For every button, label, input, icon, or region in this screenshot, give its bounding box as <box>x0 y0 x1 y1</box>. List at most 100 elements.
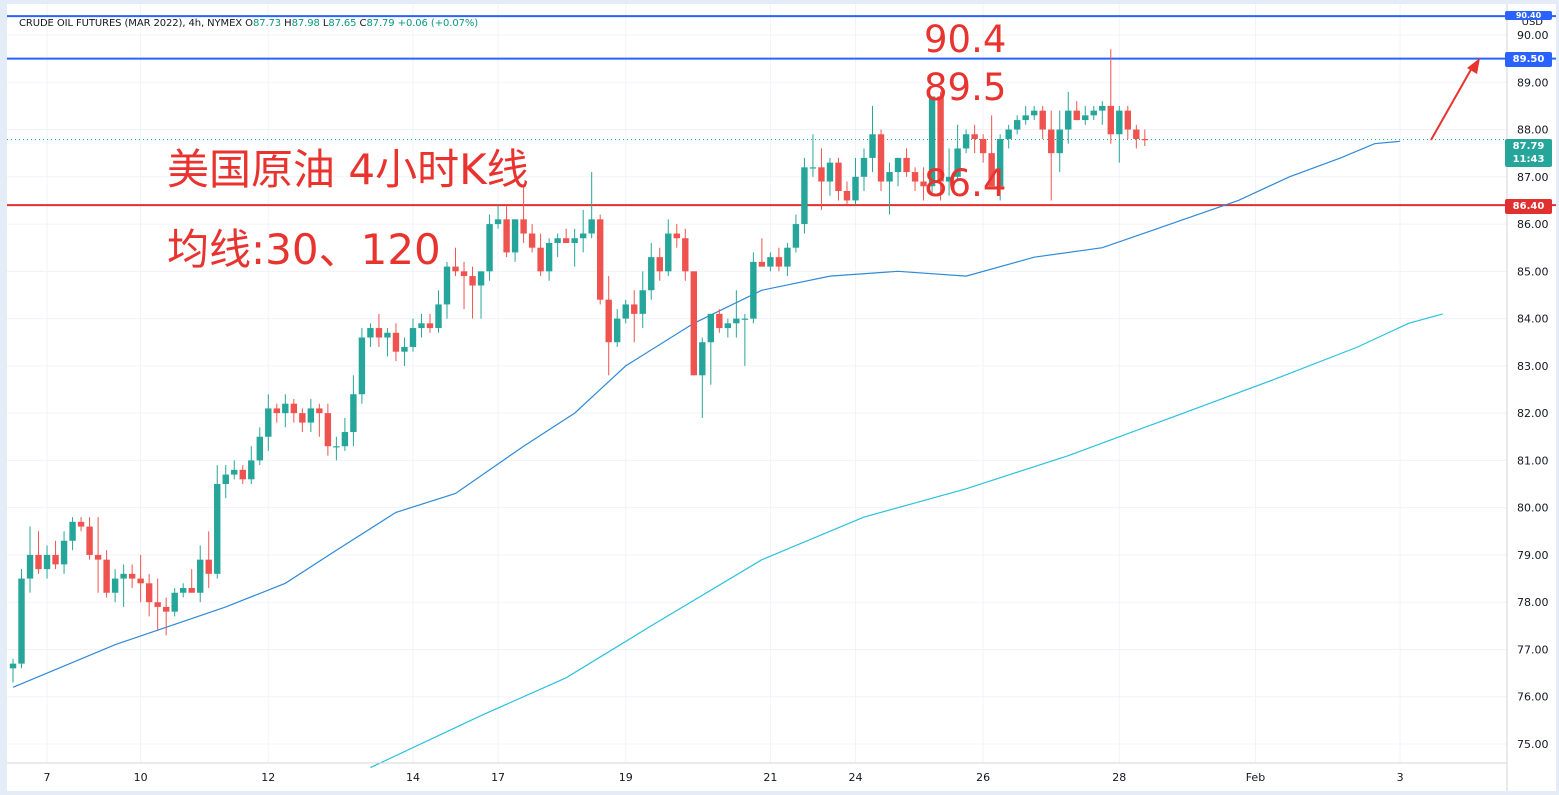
candle <box>954 124 961 182</box>
candle-body <box>469 276 476 286</box>
y-tick-labels: 75.00 76.00 77.00 78.00 79.00 80.00 81.00 82.00… <box>1517 29 1549 751</box>
candle-body <box>120 573 127 579</box>
candle <box>197 545 204 603</box>
x-tick-label: 28 <box>1112 771 1126 784</box>
candle <box>937 91 944 201</box>
open-value: 87.73 <box>252 18 282 29</box>
candle-body <box>1116 110 1123 135</box>
candle-body <box>256 436 263 461</box>
candle <box>903 148 910 177</box>
y-tick-label: 82.00 <box>1517 407 1549 420</box>
candle-body <box>35 554 42 570</box>
candle <box>248 446 255 485</box>
x-tick-label: 10 <box>134 771 148 784</box>
candle <box>988 115 995 187</box>
candle <box>784 242 791 277</box>
candle-body <box>214 484 221 574</box>
candle <box>299 408 306 433</box>
candle-body <box>571 238 578 243</box>
candle-body <box>18 578 25 664</box>
candle <box>699 337 706 418</box>
candle-body <box>596 219 604 300</box>
candle <box>1090 105 1097 121</box>
candle <box>886 162 893 215</box>
candle <box>214 465 221 579</box>
candle <box>265 394 272 451</box>
candle-body <box>886 172 893 182</box>
candle <box>648 242 655 300</box>
candle <box>426 313 434 333</box>
open-label: O <box>245 18 253 29</box>
candle <box>1073 101 1080 121</box>
candle <box>137 554 144 603</box>
ma-30-line <box>12 140 1401 688</box>
candle-body <box>903 157 910 173</box>
candle <box>418 313 425 338</box>
candle <box>945 148 953 196</box>
moving-averages <box>12 140 1443 769</box>
candle-body <box>1082 115 1089 121</box>
candle-body <box>775 257 783 267</box>
currency-label[interactable]: USD <box>1521 17 1543 28</box>
low-value: 87.65 <box>328 18 357 29</box>
candle-body <box>928 96 936 187</box>
candle-body <box>614 318 621 343</box>
last-price-badge: 87.79 11:43 <box>1505 139 1552 167</box>
low-label: L <box>322 18 329 29</box>
candle <box>690 271 697 376</box>
candle-body <box>239 469 246 480</box>
candle <box>818 148 825 210</box>
candle <box>741 313 749 366</box>
candle <box>239 465 246 485</box>
x-tick-labels: 7 10 12 14 17 19 21 24 26 28 Feb 3 <box>44 771 1404 784</box>
x-tick-label: 21 <box>763 771 777 784</box>
candle-body <box>894 157 902 173</box>
close-label: C <box>359 18 367 29</box>
candle <box>801 157 808 234</box>
grid-lines <box>7 4 1507 763</box>
candle <box>1005 124 1012 149</box>
candle-body <box>418 323 425 329</box>
candle-body <box>1073 110 1080 121</box>
candle-body <box>809 167 817 169</box>
candle <box>767 252 774 272</box>
candle <box>1048 110 1055 201</box>
y-tick-label: 89.00 <box>1517 76 1549 89</box>
y-tick-label: 88.00 <box>1517 124 1549 137</box>
candle-body <box>758 261 766 267</box>
candle <box>1022 105 1029 125</box>
candle-body <box>265 408 272 437</box>
candle-body <box>750 261 757 319</box>
candle-body <box>852 176 859 201</box>
candle <box>1133 124 1140 149</box>
candle-body <box>741 318 749 320</box>
candle <box>622 299 629 324</box>
candle <box>996 134 1004 201</box>
x-tick-label: 12 <box>261 771 275 784</box>
candle <box>162 597 170 636</box>
ma-120-line <box>370 313 1443 769</box>
candle <box>409 318 417 352</box>
candle <box>324 403 332 456</box>
candle <box>94 517 102 593</box>
candle-body <box>452 266 459 272</box>
y-tick-label: 80.00 <box>1517 502 1549 515</box>
blue-line-price-badge: 89.50 <box>1505 52 1552 67</box>
candle <box>435 290 442 333</box>
candle-body <box>392 332 400 352</box>
candle-body <box>341 432 349 447</box>
candle <box>128 564 136 589</box>
candle-body <box>384 332 391 338</box>
candle <box>486 214 493 281</box>
candle-body <box>137 578 144 584</box>
candle-body <box>818 167 825 182</box>
candle <box>103 550 110 598</box>
candle-body <box>665 233 672 272</box>
candle-body <box>111 578 119 593</box>
countdown-timer: 11:43 <box>1512 154 1545 165</box>
candle-body <box>767 257 774 267</box>
red-line-price-badge: 86.40 <box>1505 199 1552 214</box>
candle <box>375 313 383 347</box>
chart-canvas[interactable]: 75.00 76.00 77.00 78.00 79.00 80.00 81.00 82.00… <box>7 4 1556 791</box>
candle-body <box>1031 110 1038 116</box>
